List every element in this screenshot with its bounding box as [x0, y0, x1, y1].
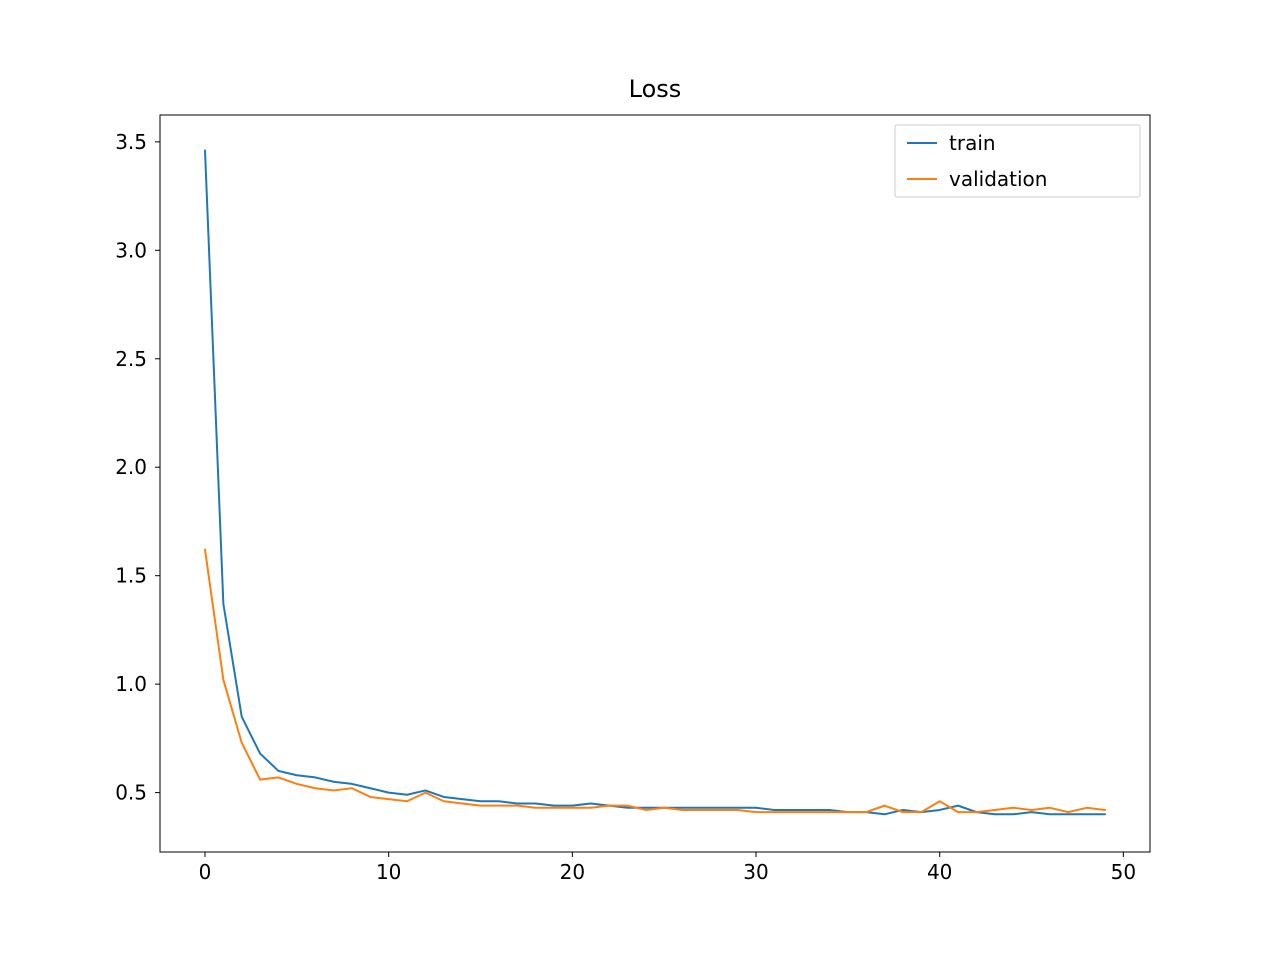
- y-tick-label: 3.0: [115, 238, 147, 262]
- legend-label-validation: validation: [949, 167, 1047, 191]
- plot-frame: [160, 115, 1150, 852]
- y-tick-label: 1.0: [115, 672, 147, 696]
- chart-title: Loss: [629, 75, 682, 103]
- x-tick-label: 40: [927, 860, 952, 884]
- x-tick-label: 20: [560, 860, 585, 884]
- series-train: [205, 151, 1105, 815]
- series-validation: [205, 550, 1105, 812]
- y-tick-label: 1.5: [115, 564, 147, 588]
- x-tick-label: 50: [1111, 860, 1136, 884]
- chart-container: { "chart": { "type": "line", "title": "L…: [0, 0, 1280, 960]
- y-tick-label: 0.5: [115, 781, 147, 805]
- x-tick-label: 0: [199, 860, 212, 884]
- y-tick-label: 2.5: [115, 347, 147, 371]
- y-tick-label: 3.5: [115, 130, 147, 154]
- x-tick-label: 10: [376, 860, 401, 884]
- loss-chart: 0 10 20 30 40 50 0.5 1.0 1.5 2.0 2.5 3.0 3.5 Loss trai…: [0, 0, 1280, 960]
- x-tick-label: 30: [743, 860, 768, 884]
- legend-label-train: train: [949, 131, 996, 155]
- y-tick-label: 2.0: [115, 455, 147, 479]
